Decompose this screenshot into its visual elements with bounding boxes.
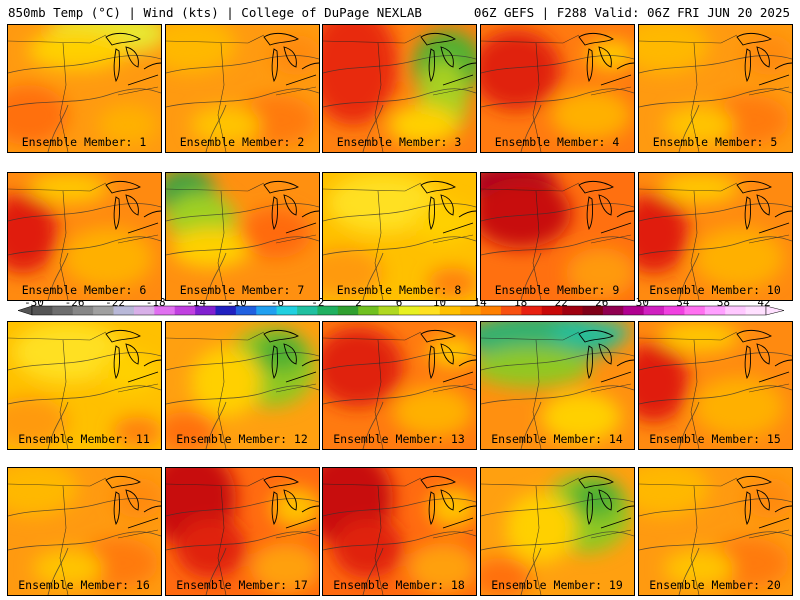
temperature-colorbar xyxy=(17,305,785,316)
ensemble-member-map xyxy=(165,321,320,450)
temperature-field xyxy=(481,468,634,595)
temperature-field xyxy=(8,468,161,595)
temperature-field xyxy=(323,322,476,449)
ensemble-member-map xyxy=(7,321,162,450)
ensemble-member-map xyxy=(638,467,793,596)
ensemble-member-label: Ensemble Member: 20 xyxy=(649,578,781,592)
temperature-field xyxy=(8,25,161,152)
ensemble-member-label: Ensemble Member: 16 xyxy=(18,578,150,592)
temperature-field xyxy=(166,322,319,449)
run-valid-time: 06Z GEFS | F288 Valid: 06Z FRI JUN 20 20… xyxy=(473,5,790,20)
ensemble-member-map xyxy=(638,172,793,301)
ensemble-member-label: Ensemble Member: 14 xyxy=(491,432,623,446)
ensemble-member-label: Ensemble Member: 9 xyxy=(494,283,620,297)
temperature-field xyxy=(481,173,634,300)
ensemble-member-map xyxy=(638,321,793,450)
temperature-field xyxy=(166,468,319,595)
ensemble-member-label: Ensemble Member: 10 xyxy=(649,283,781,297)
ensemble-member-label: Ensemble Member: 6 xyxy=(21,283,147,297)
temperature-field xyxy=(8,322,161,449)
ensemble-member-map xyxy=(638,24,793,153)
ensemble-member-label: Ensemble Member: 18 xyxy=(333,578,465,592)
temperature-field xyxy=(323,173,476,300)
temperature-field xyxy=(166,173,319,300)
ensemble-member-label: Ensemble Member: 5 xyxy=(652,135,778,149)
ensemble-member-map xyxy=(480,24,635,153)
ensemble-member-label: Ensemble Member: 8 xyxy=(336,283,462,297)
ensemble-member-map xyxy=(165,24,320,153)
ensemble-member-label: Ensemble Member: 3 xyxy=(336,135,462,149)
temperature-field xyxy=(481,322,634,449)
temperature-field xyxy=(166,25,319,152)
ensemble-member-label: Ensemble Member: 7 xyxy=(179,283,305,297)
temperature-field xyxy=(639,173,792,300)
ensemble-member-map xyxy=(322,172,477,301)
ensemble-member-map xyxy=(165,172,320,301)
ensemble-member-map xyxy=(480,172,635,301)
ensemble-member-map xyxy=(7,24,162,153)
map-title: 850mb Temp (°C) | Wind (kts) | College o… xyxy=(8,5,422,20)
ensemble-member-map xyxy=(165,467,320,596)
ensemble-member-label: Ensemble Member: 19 xyxy=(491,578,623,592)
ensemble-member-label: Ensemble Member: 1 xyxy=(21,135,147,149)
ensemble-member-label: Ensemble Member: 13 xyxy=(333,432,465,446)
ensemble-member-label: Ensemble Member: 2 xyxy=(179,135,305,149)
ensemble-member-map xyxy=(322,24,477,153)
ensemble-member-map xyxy=(322,467,477,596)
temperature-field xyxy=(323,468,476,595)
ensemble-member-label: Ensemble Member: 4 xyxy=(494,135,620,149)
temperature-field xyxy=(481,25,634,152)
ensemble-member-map xyxy=(7,467,162,596)
ensemble-member-map xyxy=(480,321,635,450)
colorbar-tick-label: 6 xyxy=(395,296,403,309)
ensemble-member-map xyxy=(480,467,635,596)
colorbar-tick-label: 2 xyxy=(355,296,362,309)
temperature-field xyxy=(8,173,161,300)
temperature-field xyxy=(639,25,792,152)
ensemble-member-label: Ensemble Member: 15 xyxy=(649,432,781,446)
temperature-field xyxy=(323,25,476,152)
ensemble-member-map xyxy=(322,321,477,450)
temperature-field xyxy=(639,468,792,595)
ensemble-member-label: Ensemble Member: 12 xyxy=(176,432,308,446)
ensemble-member-label: Ensemble Member: 11 xyxy=(18,432,150,446)
ensemble-member-map xyxy=(7,172,162,301)
ensemble-member-label: Ensemble Member: 17 xyxy=(176,578,308,592)
temperature-field xyxy=(639,322,792,449)
